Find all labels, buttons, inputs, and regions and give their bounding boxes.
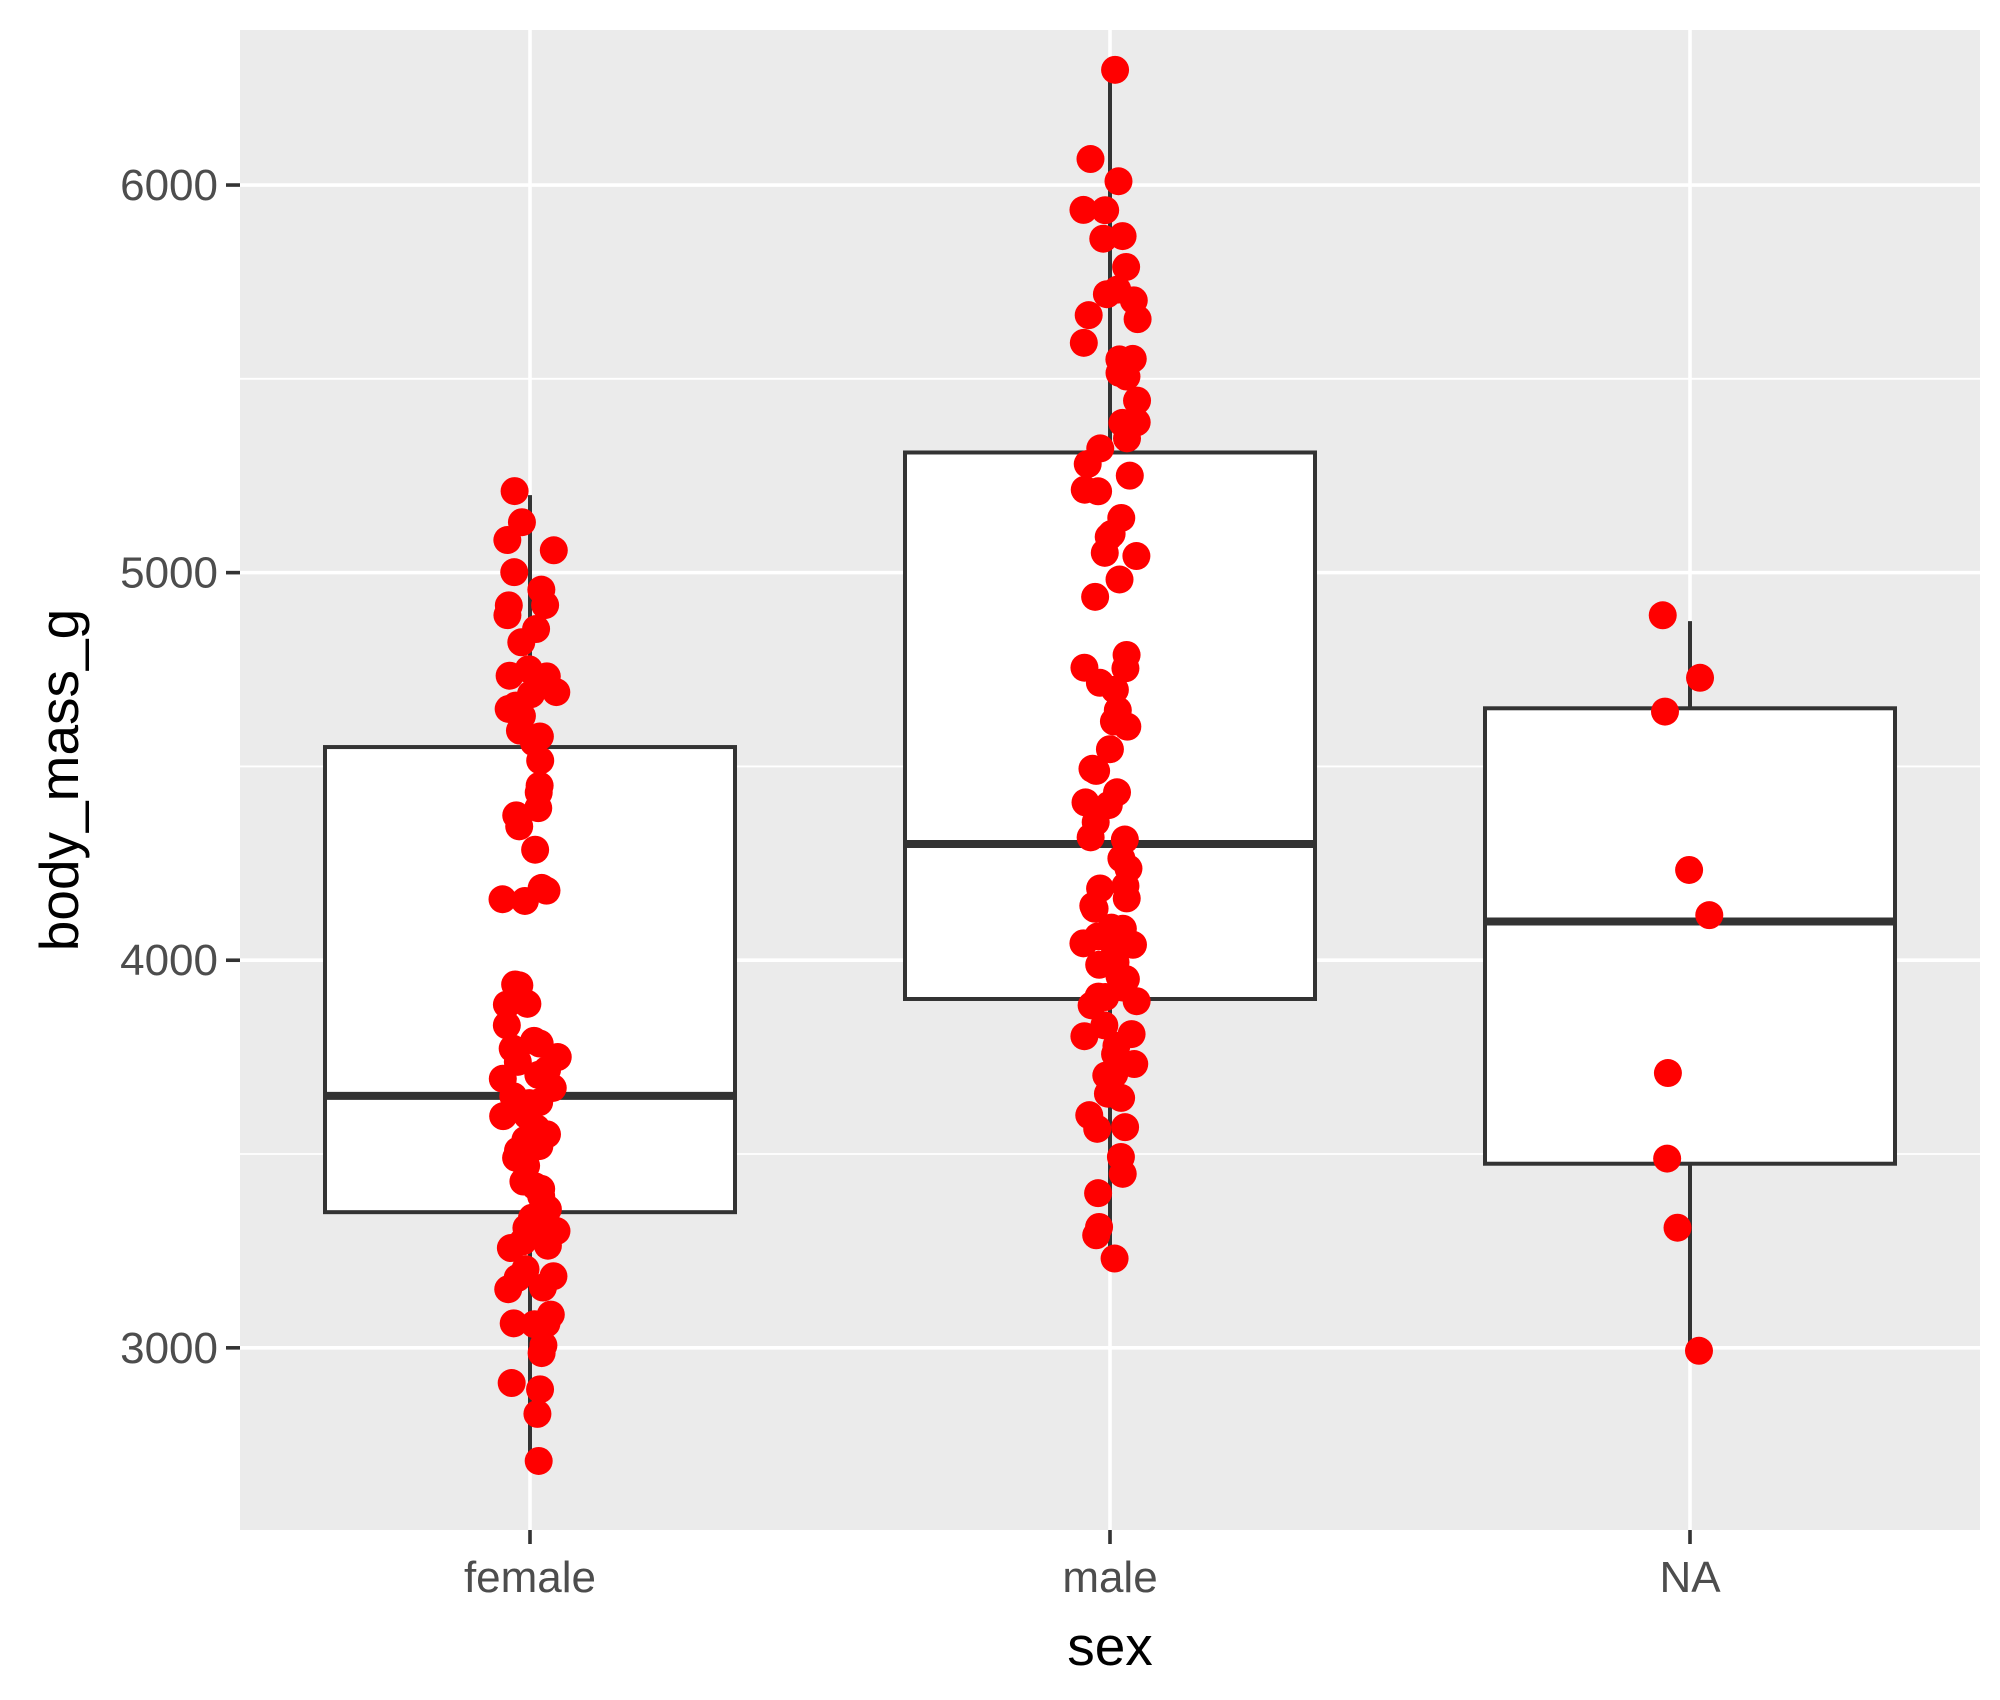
data-point: [492, 1011, 521, 1040]
data-point: [1086, 874, 1115, 903]
data-point: [1108, 222, 1137, 251]
data-point: [499, 1309, 528, 1338]
data-point: [1092, 1061, 1121, 1090]
data-point: [1117, 1020, 1146, 1049]
data-point: [1695, 901, 1724, 930]
data-point: [495, 661, 524, 690]
data-point: [1074, 301, 1103, 330]
data-point: [1648, 601, 1677, 630]
data-point: [1084, 1179, 1113, 1208]
data-point: [501, 970, 530, 999]
data-point: [523, 1399, 552, 1428]
points-NA: [1648, 601, 1724, 1365]
data-point: [522, 615, 551, 644]
y-tick-label: 6000: [120, 161, 218, 210]
data-point: [1081, 582, 1110, 611]
data-point: [1110, 825, 1139, 854]
data-point: [1115, 461, 1144, 490]
data-point: [511, 1255, 540, 1284]
data-point: [518, 1203, 547, 1232]
data-point: [494, 694, 523, 723]
data-point: [500, 558, 529, 587]
data-point: [529, 1331, 558, 1360]
box-body: [1483, 706, 1897, 1166]
axes: 3000 4000 5000 6000 female male NA: [120, 161, 1721, 1602]
data-point: [494, 591, 523, 620]
data-point: [527, 575, 556, 604]
data-point: [524, 1446, 553, 1475]
y-tick-label: 3000: [120, 1324, 218, 1373]
data-point: [1070, 653, 1099, 682]
data-point: [1103, 275, 1132, 304]
data-point: [1123, 386, 1152, 415]
x-axis-title: sex: [1067, 1615, 1153, 1677]
data-point: [502, 801, 531, 830]
data-point: [1105, 565, 1134, 594]
data-point: [1076, 145, 1105, 174]
data-point: [1090, 1011, 1119, 1040]
data-point: [532, 876, 561, 905]
data-point: [1071, 788, 1100, 817]
y-tick-label: 4000: [120, 936, 218, 985]
data-point: [1112, 252, 1141, 281]
data-point: [1103, 778, 1132, 807]
data-point: [497, 1369, 526, 1398]
data-point: [1108, 408, 1137, 437]
data-point: [1107, 503, 1136, 532]
data-point: [1653, 1144, 1682, 1173]
data-point: [536, 1300, 565, 1329]
data-point: [1084, 982, 1113, 1011]
data-point: [1112, 640, 1141, 669]
data-point: [1082, 756, 1111, 785]
data-point: [1069, 195, 1098, 224]
data-point: [539, 536, 568, 565]
data-point: [1073, 450, 1102, 479]
data-point: [1122, 542, 1151, 571]
data-point: [1104, 167, 1133, 196]
data-point: [1069, 328, 1098, 357]
data-point: [1101, 55, 1130, 84]
points-female: [488, 477, 572, 1475]
x-tick-label: male: [1062, 1553, 1157, 1602]
x-tick-label: female: [464, 1553, 596, 1602]
data-point: [520, 1026, 549, 1055]
data-point: [539, 1262, 568, 1291]
points-male: [1069, 55, 1152, 1273]
data-point: [1091, 196, 1120, 225]
y-tick-label: 5000: [120, 549, 218, 598]
data-point: [498, 1034, 527, 1063]
data-point: [500, 477, 529, 506]
data-point: [1103, 696, 1132, 725]
x-tick-label: NA: [1659, 1553, 1721, 1602]
data-point: [526, 1375, 555, 1404]
data-point: [521, 835, 550, 864]
box-NA: [1483, 621, 1897, 1358]
data-point: [1107, 1083, 1136, 1112]
data-point: [1070, 475, 1099, 504]
data-point: [1095, 735, 1124, 764]
data-point: [524, 778, 553, 807]
data-point: [1097, 913, 1126, 942]
data-point: [1651, 697, 1680, 726]
data-point: [1085, 1212, 1114, 1241]
data-points: [488, 55, 1724, 1475]
data-point: [1111, 1113, 1140, 1142]
data-point: [1100, 675, 1129, 704]
data-point: [1075, 1101, 1104, 1130]
data-point: [488, 885, 517, 914]
data-point: [1100, 1244, 1129, 1273]
data-point: [1675, 855, 1704, 884]
data-point: [1684, 1336, 1713, 1365]
data-point: [1653, 1059, 1682, 1088]
data-point: [1118, 344, 1147, 373]
data-point: [1663, 1213, 1692, 1242]
data-point: [1686, 663, 1715, 692]
data-point: [507, 508, 536, 537]
data-point: [1106, 1142, 1135, 1171]
data-point: [1120, 1050, 1149, 1079]
y-axis-title: body_mass_g: [28, 609, 90, 951]
data-point: [1114, 854, 1143, 883]
